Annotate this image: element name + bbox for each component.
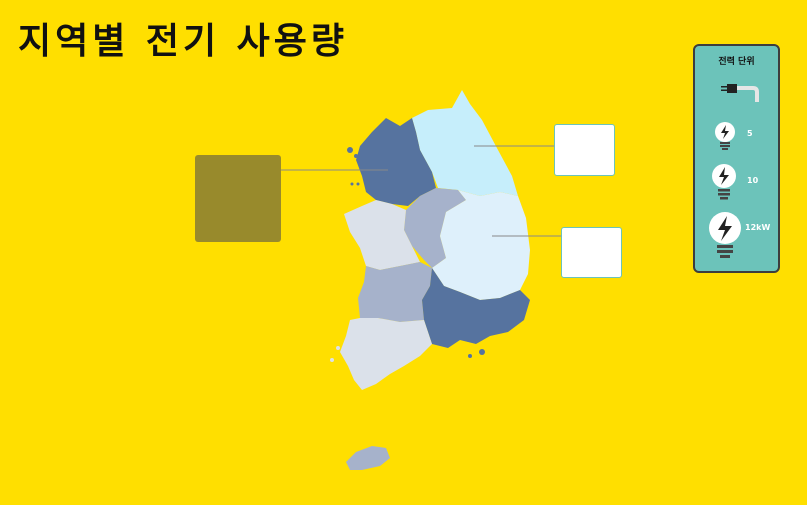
region-jeonnam[interactable] [340,318,432,390]
region-gyeongnam[interactable] [422,268,530,348]
region-gangwon[interactable] [412,90,518,196]
legend-label-10: 10 [747,176,759,185]
page-title: 지역별 전기 사용량 [18,21,349,62]
region-chungbuk[interactable] [404,188,466,268]
region-jeonbuk[interactable] [358,262,432,322]
gangwon-value-box[interactable] [554,124,615,176]
gyeonggi-value-box[interactable] [195,155,281,242]
gyeongbuk-value-box[interactable] [561,227,622,278]
legend-title: 전력 단위 [718,57,755,67]
lightbulb-small-icon[interactable] [713,120,737,152]
region-chungnam[interactable] [344,200,420,270]
region-gyeonggi[interactable] [356,118,436,206]
region-jeju[interactable] [346,446,390,470]
lightbulb-large-icon[interactable] [705,210,745,258]
plug-icon[interactable] [715,80,761,106]
lightbulb-medium-icon[interactable] [709,162,739,200]
power-unit-legend: 전력 단위 5 10 12kW [693,44,780,273]
region-gyeongbuk[interactable] [432,190,530,300]
legend-label-5: 5 [747,129,753,138]
legend-label-12kw: 12kW [745,223,771,232]
